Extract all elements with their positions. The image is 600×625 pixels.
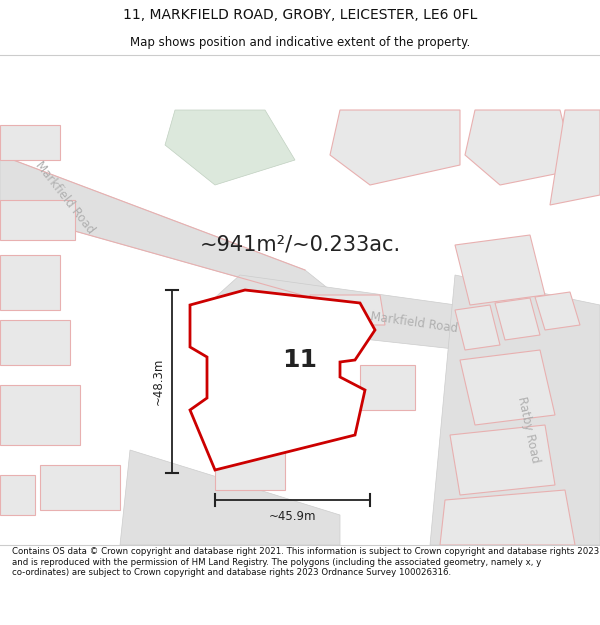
Polygon shape (455, 305, 500, 350)
Text: ~45.9m: ~45.9m (269, 509, 316, 522)
Polygon shape (0, 255, 60, 310)
Polygon shape (190, 275, 600, 365)
Polygon shape (190, 290, 375, 470)
Polygon shape (0, 475, 35, 515)
Text: Ratby Road: Ratby Road (515, 396, 541, 464)
Text: ~941m²/~0.233ac.: ~941m²/~0.233ac. (200, 235, 401, 255)
Polygon shape (465, 110, 575, 185)
Polygon shape (310, 295, 385, 325)
Text: Markfield Road: Markfield Road (33, 159, 97, 237)
Polygon shape (120, 450, 340, 545)
Polygon shape (360, 365, 415, 410)
Polygon shape (550, 110, 600, 205)
Text: Markfield Road: Markfield Road (370, 311, 459, 336)
Polygon shape (0, 385, 80, 445)
Polygon shape (0, 155, 355, 310)
Polygon shape (455, 235, 545, 305)
Text: 11, MARKFIELD ROAD, GROBY, LEICESTER, LE6 0FL: 11, MARKFIELD ROAD, GROBY, LEICESTER, LE… (123, 8, 477, 22)
Polygon shape (460, 350, 555, 425)
Text: Map shows position and indicative extent of the property.: Map shows position and indicative extent… (130, 36, 470, 49)
Polygon shape (535, 292, 580, 330)
Polygon shape (0, 125, 60, 160)
Polygon shape (0, 320, 70, 365)
Polygon shape (40, 465, 120, 510)
Polygon shape (0, 200, 75, 240)
Polygon shape (165, 110, 295, 185)
Polygon shape (440, 490, 575, 545)
Text: 11: 11 (283, 348, 317, 372)
Polygon shape (215, 450, 285, 490)
Text: Contains OS data © Crown copyright and database right 2021. This information is : Contains OS data © Crown copyright and d… (12, 548, 599, 578)
Polygon shape (430, 275, 600, 545)
Polygon shape (450, 425, 555, 495)
Polygon shape (330, 110, 460, 185)
Polygon shape (495, 298, 540, 340)
Text: ~48.3m: ~48.3m (151, 357, 164, 405)
